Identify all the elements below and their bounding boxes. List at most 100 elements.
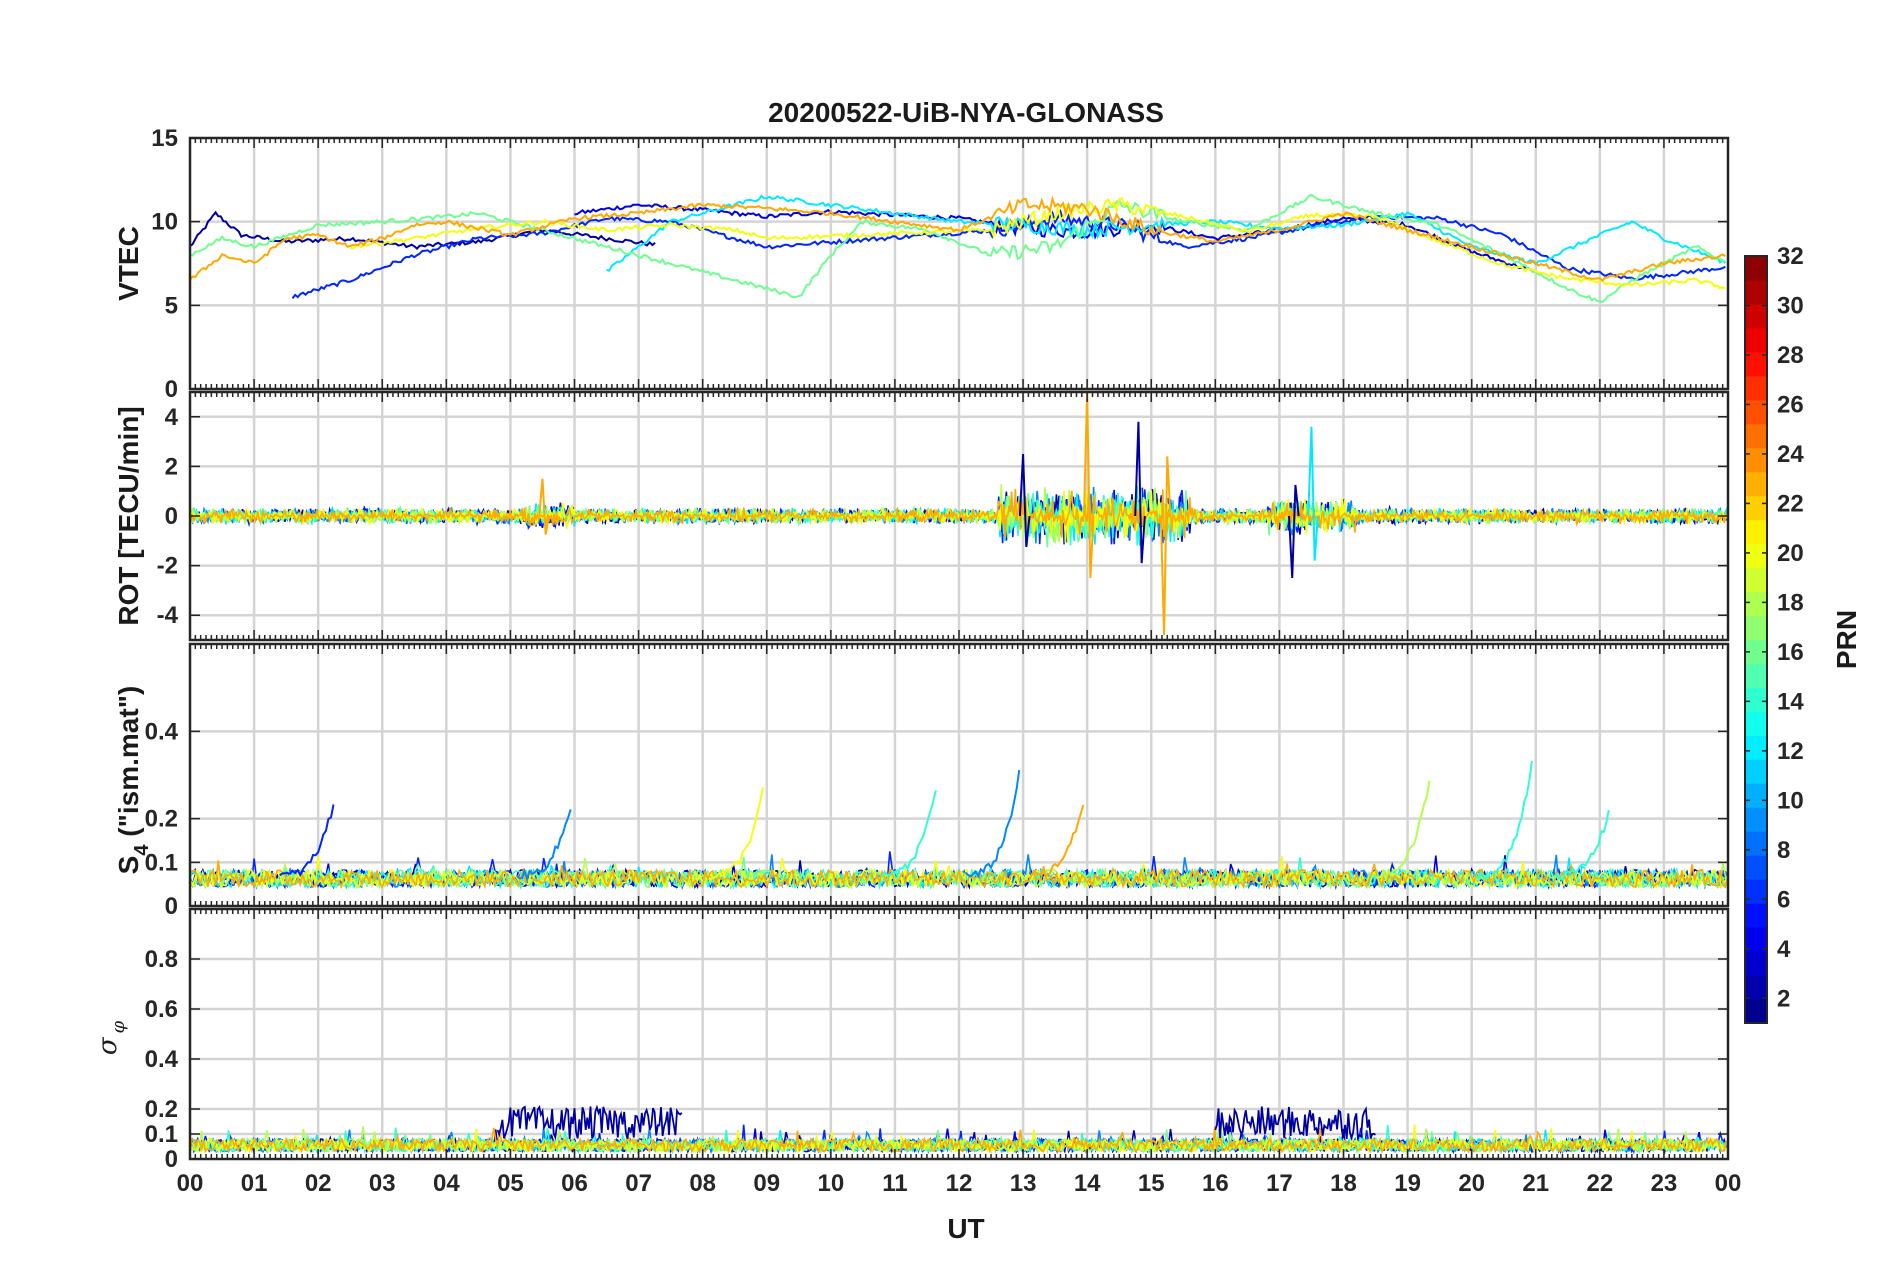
y-tick-label-s4: 0 bbox=[165, 893, 178, 920]
rot-burst bbox=[1082, 391, 1095, 579]
colorbar-segment bbox=[1745, 639, 1767, 664]
y-tick-label-vtec: 0 bbox=[165, 376, 178, 403]
s4-series-prn-23 bbox=[189, 860, 1729, 890]
x-tick-label: 11 bbox=[882, 1170, 907, 1197]
s4-peak-track bbox=[1554, 809, 1610, 881]
y-tick-label-rot: -4 bbox=[157, 602, 179, 629]
y-tick-label-sigma: 0.2 bbox=[145, 1096, 178, 1123]
colorbar-segment bbox=[1745, 879, 1767, 904]
x-tick-label: 01 bbox=[241, 1170, 268, 1197]
x-ticks bbox=[189, 644, 1729, 906]
x-tick-label: 05 bbox=[497, 1170, 524, 1197]
colorbar-tick-label: 2 bbox=[1777, 985, 1790, 1012]
colorbar-tick-label: 6 bbox=[1777, 886, 1790, 913]
y-axis-label-rot: ROT [TECU/min] bbox=[113, 406, 144, 625]
panel-rot: -4 -2 0 2 4 ROT [TECU/min] bbox=[113, 390, 1730, 642]
colorbar-tick-label: 12 bbox=[1777, 738, 1804, 765]
colorbar-tick-label: 32 bbox=[1777, 243, 1804, 270]
x-tick-label: 00 bbox=[1715, 1170, 1742, 1197]
colorbar-label: PRN bbox=[1831, 610, 1862, 669]
colorbar-segment bbox=[1745, 519, 1767, 545]
colorbar-segment bbox=[1745, 327, 1767, 353]
colorbar-segment bbox=[1745, 471, 1767, 497]
x-tick-label: 07 bbox=[625, 1170, 652, 1197]
colorbar-segment bbox=[1745, 567, 1767, 593]
y-tick-label-rot: 4 bbox=[165, 404, 179, 431]
colorbar-segment bbox=[1745, 447, 1767, 473]
colorbar-segment bbox=[1745, 591, 1767, 617]
colorbar-segment bbox=[1745, 951, 1767, 976]
y-axis-label-sigma: σφ bbox=[93, 1020, 129, 1055]
x-tick-label: 09 bbox=[753, 1170, 780, 1197]
vtec-track-prn-20 bbox=[350, 196, 1726, 290]
x-tick-label: 16 bbox=[1202, 1170, 1229, 1197]
vtec-track-prn-12 bbox=[606, 194, 1727, 272]
colorbar-tick-label: 28 bbox=[1777, 342, 1804, 369]
colorbar-segment bbox=[1745, 423, 1767, 449]
y-tick-label-sigma: 0 bbox=[165, 1146, 178, 1173]
x-tick-label: 08 bbox=[689, 1170, 716, 1197]
y-tick-label-vtec: 5 bbox=[165, 292, 178, 319]
s4-series-prn-20 bbox=[189, 855, 1729, 890]
colorbar-segment bbox=[1745, 807, 1767, 832]
colorbar-segment bbox=[1745, 711, 1767, 736]
s4-peak-track bbox=[964, 769, 1021, 879]
x-tick-label: 12 bbox=[946, 1170, 973, 1197]
rot-burst bbox=[1018, 453, 1031, 548]
colorbar-tick-label: 18 bbox=[1777, 589, 1804, 616]
colorbar-segment bbox=[1745, 375, 1767, 401]
x-tick-label: 10 bbox=[817, 1170, 844, 1197]
y-tick-label-s4: 0.2 bbox=[145, 806, 178, 833]
colorbar-segment bbox=[1745, 831, 1767, 856]
chart-title: 20200522-UiB-NYA-GLONASS bbox=[768, 97, 1164, 128]
colorbar-tick-label: 8 bbox=[1777, 837, 1790, 864]
s4-peak-track bbox=[279, 804, 335, 878]
x-tick-label: 14 bbox=[1074, 1170, 1101, 1197]
x-tick-label: 15 bbox=[1138, 1170, 1165, 1197]
x-axis-label: UT bbox=[947, 1213, 984, 1244]
vtec-track-prn-16 bbox=[189, 193, 1726, 304]
colorbar-segment bbox=[1745, 495, 1767, 521]
colorbar-tick-label: 16 bbox=[1777, 639, 1804, 666]
y-tick-label-vtec: 10 bbox=[151, 209, 178, 236]
x-tick-label: 03 bbox=[369, 1170, 396, 1197]
rot-burst bbox=[1159, 456, 1172, 636]
s4-peak-track bbox=[709, 787, 764, 880]
colorbar-tick-label: 22 bbox=[1777, 490, 1804, 517]
x-tick-label: 22 bbox=[1586, 1170, 1613, 1197]
x-tick-label: 18 bbox=[1330, 1170, 1357, 1197]
series-s4 bbox=[189, 760, 1729, 891]
y-tick-label-rot: -2 bbox=[157, 553, 178, 580]
x-ticks bbox=[189, 138, 1729, 389]
colorbar-segment bbox=[1745, 927, 1767, 952]
colorbar-frame bbox=[1744, 255, 1768, 1024]
colorbar-tick-label: 20 bbox=[1777, 540, 1804, 567]
y-tick-label-s4: 0.1 bbox=[145, 849, 178, 876]
colorbar-segment bbox=[1745, 855, 1767, 880]
colorbar-segment bbox=[1745, 351, 1767, 377]
x-tick-label: 23 bbox=[1651, 1170, 1678, 1197]
series-vtec bbox=[189, 193, 1727, 304]
colorbar-tick-label: 26 bbox=[1777, 391, 1804, 418]
y-tick-label-vtec: 15 bbox=[151, 125, 178, 152]
vtec-track-prn-2 bbox=[189, 210, 656, 250]
colorbar-segment bbox=[1745, 303, 1767, 329]
x-tick-label: 21 bbox=[1522, 1170, 1549, 1197]
colorbar-segment bbox=[1745, 279, 1767, 305]
x-tick-label: 04 bbox=[433, 1170, 460, 1197]
y-tick-label-sigma: 0.6 bbox=[145, 996, 178, 1023]
colorbar-segment bbox=[1745, 399, 1767, 425]
colorbar-segment bbox=[1745, 735, 1767, 760]
sigma-elevated-track bbox=[1214, 1106, 1376, 1142]
colorbar-segment bbox=[1745, 903, 1767, 928]
y-tick-label-sigma: 0.4 bbox=[145, 1046, 179, 1073]
colorbar-tick-label: 30 bbox=[1777, 292, 1804, 319]
colorbar-segment bbox=[1745, 663, 1767, 688]
rot-series-prn-23 bbox=[189, 488, 1729, 538]
x-tick-label: 17 bbox=[1266, 1170, 1293, 1197]
panel-sigma: 00.10.2 0.4 0.6 0.8 σφ bbox=[93, 907, 1730, 1173]
y-axis-label-s4: S4 ("ism.mat") bbox=[113, 686, 153, 875]
y-tick-label-sigma: 0.1 bbox=[145, 1121, 178, 1148]
